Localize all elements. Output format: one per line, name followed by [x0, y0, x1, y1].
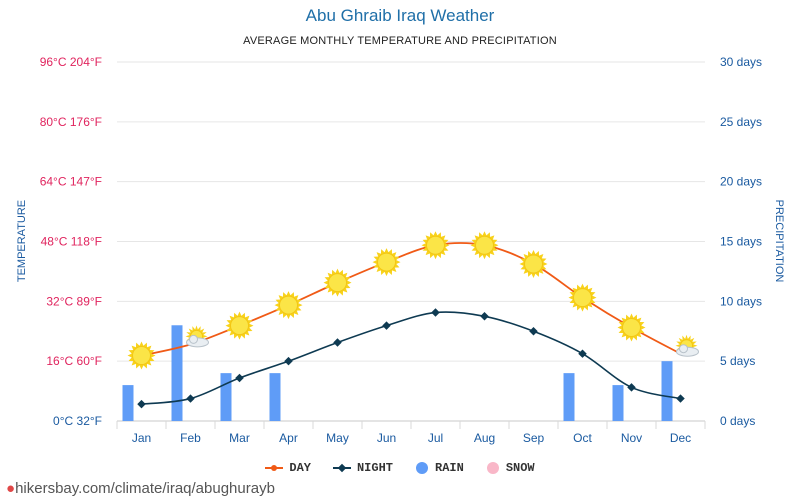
night-point: [431, 308, 440, 317]
night-point: [186, 394, 195, 403]
right-tick-label: 25 days: [720, 115, 762, 129]
sun-icon: [127, 341, 156, 370]
night-point: [235, 373, 244, 383]
grid-lines: [116, 61, 706, 429]
month-label: Mar: [229, 431, 250, 445]
legend-label-night: NIGHT: [356, 461, 393, 475]
day-legend-icon: [265, 465, 284, 471]
night-point: [137, 399, 146, 409]
sun-icon: [323, 268, 352, 297]
sun-icon: [470, 231, 499, 260]
right-tick-label: 15 days: [720, 235, 762, 249]
month-label: Jan: [132, 431, 151, 445]
month-label: Aug: [474, 431, 495, 445]
legend-item-night[interactable]: NIGHT: [332, 461, 393, 475]
month-label: Nov: [621, 431, 642, 445]
sun-disc: [328, 273, 347, 293]
rain-bar: [563, 373, 575, 421]
rain-bar: [661, 361, 673, 421]
sun-disc: [475, 235, 494, 255]
rain-bar: [122, 385, 134, 421]
right-tick-label: 5 days: [720, 354, 755, 368]
axes: 0°C 32°F 16°C 60°F 32°C 89°F 48°C 118°F 64°C…: [16, 55, 785, 445]
chart-legend: DAY NIGHT RAIN SNOW: [0, 461, 800, 475]
left-tick-label: 96°C 204°F: [40, 55, 102, 69]
cloud-puff: [679, 344, 688, 354]
legend-label-rain: RAIN: [435, 461, 464, 475]
sun-icon: [274, 291, 303, 320]
right-tick-label: 0 days: [720, 414, 755, 428]
day-series: [127, 231, 699, 370]
sun-icon: [421, 231, 450, 260]
night-point: [480, 312, 489, 321]
rain-bars: [122, 325, 673, 421]
month-label: Feb: [180, 431, 201, 445]
night-point: [676, 394, 685, 403]
rain-bar: [220, 373, 232, 421]
sun-disc: [573, 288, 592, 308]
weather-chart: 0°C 32°F 16°C 60°F 32°C 89°F 48°C 118°F 64°C…: [16, 55, 785, 445]
night-point: [578, 349, 587, 358]
month-label: May: [326, 431, 349, 445]
night-point: [627, 383, 636, 392]
month-label: Oct: [573, 431, 592, 445]
left-tick-label: 48°C 118°F: [41, 235, 102, 249]
sun-disc: [426, 235, 445, 255]
sun-disc: [279, 295, 298, 315]
rain-bar: [612, 385, 624, 421]
rain-bar: [269, 373, 281, 421]
month-label: Dec: [670, 431, 691, 445]
snow-legend-icon: [486, 462, 499, 474]
sun-cloud-icon: [185, 325, 209, 348]
night-point: [333, 338, 342, 347]
night-point: [284, 356, 293, 366]
location-pin-icon: ●: [6, 480, 16, 497]
sun-disc: [524, 254, 543, 274]
night-series: [137, 308, 685, 409]
month-label: Jul: [428, 431, 443, 445]
sun-disc: [377, 252, 396, 272]
left-tick-label: 80°C 176°F: [40, 115, 102, 129]
right-tick-label: 10 days: [720, 294, 762, 308]
cloud-puff: [189, 334, 198, 344]
legend-item-day[interactable]: DAY: [265, 461, 311, 475]
legend-item-snow[interactable]: SNOW: [486, 461, 535, 475]
sun-cloud-icon: [675, 334, 699, 357]
left-tick-label: 16°C 60°F: [46, 354, 102, 368]
legend-label-day: DAY: [289, 461, 311, 475]
sun-disc: [622, 318, 641, 338]
legend-label-snow: SNOW: [505, 461, 535, 475]
left-tick-label: 32°C 89°F: [46, 294, 102, 308]
sun-icon: [568, 283, 597, 312]
source-link[interactable]: ●hikersbay.com/climate/iraq/abughurayb: [6, 480, 275, 497]
night-line: [141, 311, 681, 405]
right-axis-title: PRECIPITATION: [773, 200, 785, 283]
sun-icon: [519, 249, 548, 278]
sun-icon: [372, 248, 401, 277]
night-point: [382, 321, 391, 330]
right-tick-label: 20 days: [720, 175, 762, 189]
legend-item-rain[interactable]: RAIN: [415, 461, 464, 475]
sun-icon: [617, 313, 646, 342]
left-tick-label: 0°C 32°F: [53, 414, 102, 428]
month-label: Jun: [377, 431, 396, 445]
month-label: Apr: [279, 431, 298, 445]
month-label: Sep: [523, 431, 545, 445]
chart-title: Abu Ghraib Iraq Weather: [305, 6, 495, 25]
left-axis-title: TEMPERATURE: [16, 200, 28, 282]
chart-subtitle: AVERAGE MONTHLY TEMPERATURE AND PRECIPIT…: [243, 35, 557, 47]
right-tick-label: 30 days: [720, 55, 762, 69]
night-point: [529, 327, 538, 336]
sun-disc: [230, 316, 249, 336]
left-tick-label: 64°C 147°F: [40, 175, 102, 189]
day-line: [141, 242, 681, 357]
sun-icon: [225, 311, 254, 340]
sun-disc: [132, 346, 151, 366]
source-url: hikersbay.com/climate/iraq/abughurayb: [15, 480, 275, 497]
rain-bar: [171, 325, 183, 421]
night-legend-icon: [332, 463, 351, 473]
rain-legend-icon: [416, 462, 428, 474]
